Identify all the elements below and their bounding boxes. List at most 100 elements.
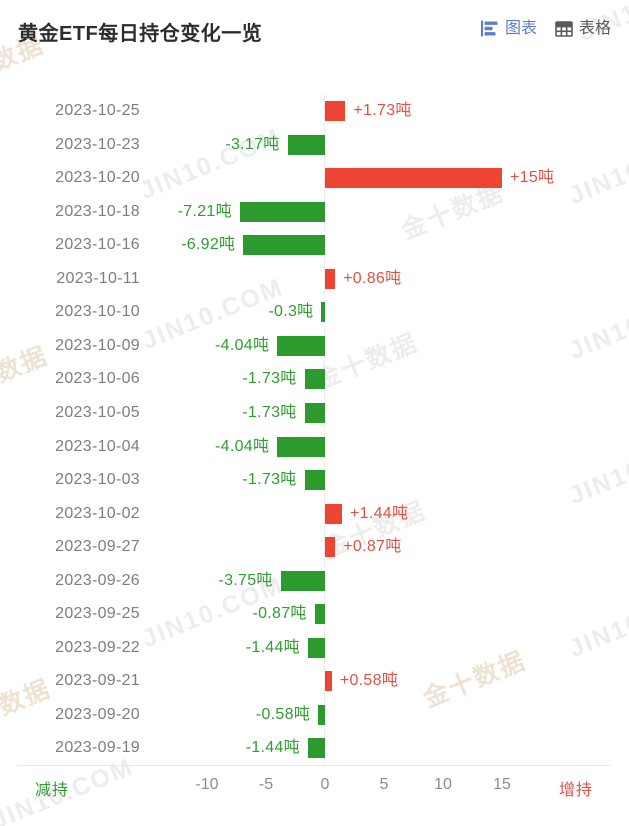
value-label: -3.75吨 [218,571,273,589]
chart-row: 2023-09-21 +0.58吨 [0,664,629,698]
value-label: +0.87吨 [343,538,402,556]
date-label: 2023-10-03 [55,471,140,489]
axis-tick-label: -5 [258,776,274,793]
table-view-label: 表格 [578,19,611,37]
value-label: -6.92吨 [181,236,236,254]
chart-row: 2023-09-19 -1.44吨 [0,731,629,765]
date-label: 2023-10-09 [55,336,140,354]
zero-axis-line [324,94,325,765]
decrease-bar[interactable] [314,604,325,625]
chart-row: 2023-10-02 +1.44吨 [0,497,629,531]
decrease-bar[interactable] [304,470,325,491]
x-axis: 减持 增持 -10 -5 0 5 10 15 [0,765,629,825]
date-label: 2023-10-04 [55,437,140,455]
chart-row: 2023-10-18 -7.21吨 [0,195,629,229]
decrease-bar[interactable] [318,704,325,725]
chart-row: 2023-09-26 -3.75吨 [0,564,629,598]
value-label: -1.73吨 [242,370,297,388]
value-label: -0.3吨 [268,303,314,321]
decrease-bar[interactable] [321,302,325,323]
value-label: -1.73吨 [242,403,297,421]
value-label: -0.58吨 [255,705,311,723]
date-label: 2023-10-18 [55,202,140,220]
date-label: 2023-10-23 [55,135,140,153]
axis-line [18,765,611,766]
chart-row: 2023-10-25 +1.73吨 [0,94,629,128]
decrease-bar[interactable] [304,402,325,423]
decrease-bar[interactable] [277,436,325,457]
decrease-bar[interactable] [308,738,325,759]
axis-tick-label: 5 [379,776,389,793]
date-label: 2023-09-19 [55,739,140,757]
value-label: -0.87吨 [252,605,307,623]
chart-row: 2023-09-27 +0.87吨 [0,530,629,564]
date-label: 2023-10-05 [55,403,140,421]
chart-row: 2023-10-09 -4.04吨 [0,329,629,363]
increase-bar[interactable] [325,671,332,692]
value-label: +1.73吨 [353,102,412,119]
value-label: -3.17吨 [225,135,280,153]
date-label: 2023-10-16 [55,236,140,254]
decrease-bar[interactable] [304,369,325,390]
axis-tick-label: 15 [493,776,511,793]
value-label: -1.44吨 [245,638,300,656]
axis-tick-label: -10 [195,776,219,793]
chart-row: 2023-09-20 -0.58吨 [0,698,629,732]
decrease-bar[interactable] [308,637,325,658]
date-label: 2023-10-25 [55,102,140,119]
date-label: 2023-09-27 [55,538,140,556]
date-label: 2023-10-02 [55,504,140,522]
decrease-bar[interactable] [239,201,325,222]
value-label: +0.86吨 [343,269,402,287]
value-label: -4.04吨 [215,336,270,354]
chart-row: 2023-10-03 -1.73吨 [0,463,629,497]
value-label: +0.58吨 [339,672,399,690]
decrease-bar[interactable] [277,335,325,356]
chart-row: 2023-10-20 +15吨 [0,161,629,195]
increase-bar[interactable] [325,503,342,524]
page-title: 黄金ETF每日持仓变化一览 [18,23,263,45]
date-label: 2023-09-26 [55,571,140,589]
chart-view-label: 图表 [504,19,537,37]
value-label: -1.44吨 [245,739,300,757]
decrease-bar[interactable] [243,235,325,256]
header: 黄金ETF每日持仓变化一览 图表 [0,0,629,60]
chart-row: 2023-09-25 -0.87吨 [0,597,629,631]
increase-bar[interactable] [325,168,502,189]
date-label: 2023-09-22 [55,638,140,656]
table-view-button[interactable]: 表格 [555,19,611,37]
chart-row: 2023-10-04 -4.04吨 [0,430,629,464]
increase-bar[interactable] [325,268,336,289]
decrease-bar[interactable] [287,134,325,155]
view-toggle-group: 图表 表格 [480,19,611,37]
chart-row: 2023-09-22 -1.44吨 [0,631,629,665]
increase-bar[interactable] [325,101,346,121]
date-label: 2023-10-10 [55,303,140,321]
increase-bar[interactable] [325,537,336,558]
value-label: +15吨 [510,169,555,187]
date-label: 2023-09-20 [55,705,140,723]
chart-row: 2023-10-16 -6.92吨 [0,228,629,262]
date-label: 2023-09-21 [55,672,140,690]
decrease-axis-label: 减持 [35,782,70,799]
chart-view-button[interactable]: 图表 [480,19,537,37]
table-icon [555,20,573,37]
value-label: -7.21吨 [177,202,232,220]
date-label: 2023-10-06 [55,370,140,388]
chart-row: 2023-10-10 -0.3吨 [0,295,629,329]
chart-row: 2023-10-05 -1.73吨 [0,396,629,430]
increase-axis-label: 增持 [558,782,593,799]
date-label: 2023-10-11 [56,269,140,287]
chart-row: 2023-10-11 +0.86吨 [0,262,629,296]
value-label: -4.04吨 [215,437,270,455]
value-label: -1.73吨 [242,471,297,489]
decrease-bar[interactable] [280,570,325,591]
bar-chart-icon [480,20,499,37]
chart-row: 2023-10-06 -1.73吨 [0,362,629,396]
date-label: 2023-10-20 [55,169,140,187]
axis-tick-label: 0 [320,776,330,793]
chart-row: 2023-10-23 -3.17吨 [0,128,629,162]
date-label: 2023-09-25 [55,605,140,623]
